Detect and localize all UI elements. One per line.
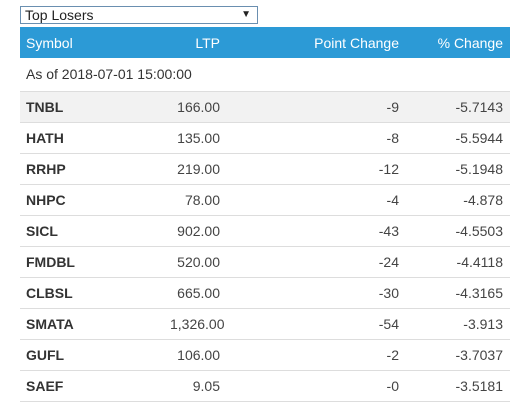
cell-symbol: GUFL — [26, 347, 65, 363]
header-symbol[interactable]: Symbol — [26, 34, 73, 51]
table-row[interactable]: SAEF 9.05 -0 -3.5181 — [20, 371, 510, 402]
cell-point-change: -8 — [386, 130, 399, 146]
header-pct-change[interactable]: % Change — [437, 34, 503, 51]
list-type-dropdown[interactable]: Top Losers ▼ — [20, 6, 258, 24]
header-point-change[interactable]: Point Change — [314, 34, 399, 51]
cell-symbol: FMDBL — [26, 254, 75, 270]
cell-symbol: SAEF — [26, 378, 64, 394]
cell-point-change: -0 — [386, 378, 399, 394]
table-row[interactable]: HATH 135.00 -8 -5.5944 — [20, 123, 510, 154]
cell-point-change: -12 — [378, 161, 399, 177]
cell-ltp: 106.00 — [177, 347, 220, 363]
cell-symbol: RRHP — [26, 161, 66, 177]
cell-point-change: -24 — [378, 254, 399, 270]
cell-ltp: 902.00 — [177, 223, 220, 239]
chevron-down-icon[interactable]: ▼ — [241, 9, 251, 20]
cell-pct-change: -4.5503 — [455, 223, 503, 239]
cell-ltp: 520.00 — [177, 254, 220, 270]
table-body: TNBL 166.00 -9 -5.7143 HATH 135.00 -8 -5.5944 RR… — [20, 92, 510, 402]
cell-symbol: SMATA — [26, 316, 74, 332]
cell-pct-change: -3.5181 — [455, 378, 503, 394]
table-row[interactable]: GUFL 106.00 -2 -3.7037 — [20, 340, 510, 371]
cell-ltp: 665.00 — [177, 285, 220, 301]
cell-symbol: NHPC — [26, 192, 66, 208]
header-ltp[interactable]: LTP — [195, 34, 220, 51]
table-row[interactable]: SICL 902.00 -43 -4.5503 — [20, 216, 510, 247]
table-row[interactable]: CLBSL 665.00 -30 -4.3165 — [20, 278, 510, 309]
table-header: Symbol LTP Point Change % Change — [20, 27, 510, 58]
cell-point-change: -54 — [378, 316, 399, 332]
table-row[interactable]: FMDBL 520.00 -24 -4.4118 — [20, 247, 510, 278]
cell-pct-change: -5.1948 — [455, 161, 503, 177]
cell-pct-change: -3.913 — [463, 316, 503, 332]
cell-pct-change: -5.7143 — [455, 99, 503, 115]
cell-ltp: 9.05 — [192, 378, 220, 394]
cell-pct-change: -4.3165 — [455, 285, 503, 301]
cell-symbol: TNBL — [26, 99, 64, 115]
cell-point-change: -2 — [386, 347, 399, 363]
cell-pct-change: -4.4118 — [456, 254, 503, 270]
cell-point-change: -9 — [386, 99, 399, 115]
table-row[interactable]: SMATA 1,326.00 -54 -3.913 — [20, 309, 510, 340]
cell-pct-change: -3.7037 — [455, 347, 503, 363]
cell-point-change: -4 — [386, 192, 399, 208]
cell-symbol: HATH — [26, 130, 64, 146]
cell-point-change: -30 — [378, 285, 399, 301]
cell-symbol: CLBSL — [26, 285, 73, 301]
cell-ltp: 135.00 — [177, 130, 220, 146]
cell-pct-change: -4.878 — [463, 192, 503, 208]
losers-table: Symbol LTP Point Change % Change As of 2… — [20, 27, 510, 402]
table-row[interactable]: NHPC 78.00 -4 -4.878 — [20, 185, 510, 216]
as-of-timestamp: As of 2018-07-01 15:00:00 — [20, 58, 510, 92]
cell-ltp: 78.00 — [184, 192, 220, 208]
cell-symbol: SICL — [26, 223, 58, 239]
cell-ltp: 219.00 — [177, 161, 220, 177]
cell-point-change: -43 — [378, 223, 399, 239]
cell-ltp: 166.00 — [177, 99, 220, 115]
dropdown-selected-label: Top Losers — [25, 7, 94, 23]
table-row[interactable]: TNBL 166.00 -9 -5.7143 — [20, 92, 510, 123]
cell-pct-change: -5.5944 — [455, 130, 503, 146]
cell-ltp: 1,326.00 — [170, 316, 225, 332]
table-row[interactable]: RRHP 219.00 -12 -5.1948 — [20, 154, 510, 185]
